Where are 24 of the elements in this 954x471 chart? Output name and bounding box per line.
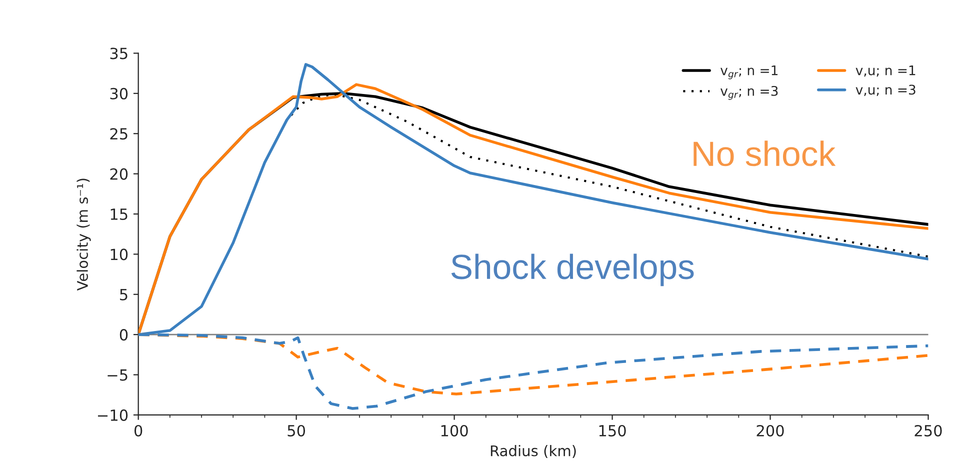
y-tick-label: 10 [110, 248, 128, 260]
y-tick-label: 0 [120, 329, 128, 341]
legend-label: v,u; n =3 [856, 84, 916, 96]
y-tick-label: 5 [120, 289, 128, 300]
y-tick-label: 15 [110, 208, 128, 220]
legend-label: v$_{gr}$; n =3 [720, 86, 778, 100]
y-tick-label: 25 [110, 128, 128, 140]
x-tick-label: 250 [914, 424, 942, 436]
annotation: Shock develops [451, 254, 694, 286]
x-axis-title: Radius (km) [490, 445, 576, 458]
annotation: No shock [694, 140, 836, 166]
y-tick-label: 30 [110, 88, 128, 100]
y-tick-label: 35 [110, 48, 128, 60]
x-tick-label: 50 [288, 424, 306, 436]
y-tick-label: −10 [98, 409, 128, 421]
x-tick-label: 100 [441, 424, 468, 436]
y-axis-title: Velocity (m s⁻¹) [76, 178, 91, 291]
y-tick-label: −5 [108, 369, 128, 381]
x-tick-label: 200 [756, 424, 784, 436]
x-tick-label: 150 [599, 424, 626, 436]
legend-label: v$_{gr}$; n =1 [720, 65, 778, 80]
x-tick-label: 0 [134, 424, 142, 436]
y-tick-label: 20 [110, 168, 128, 180]
legend-label: v,u; n =1 [856, 66, 916, 77]
